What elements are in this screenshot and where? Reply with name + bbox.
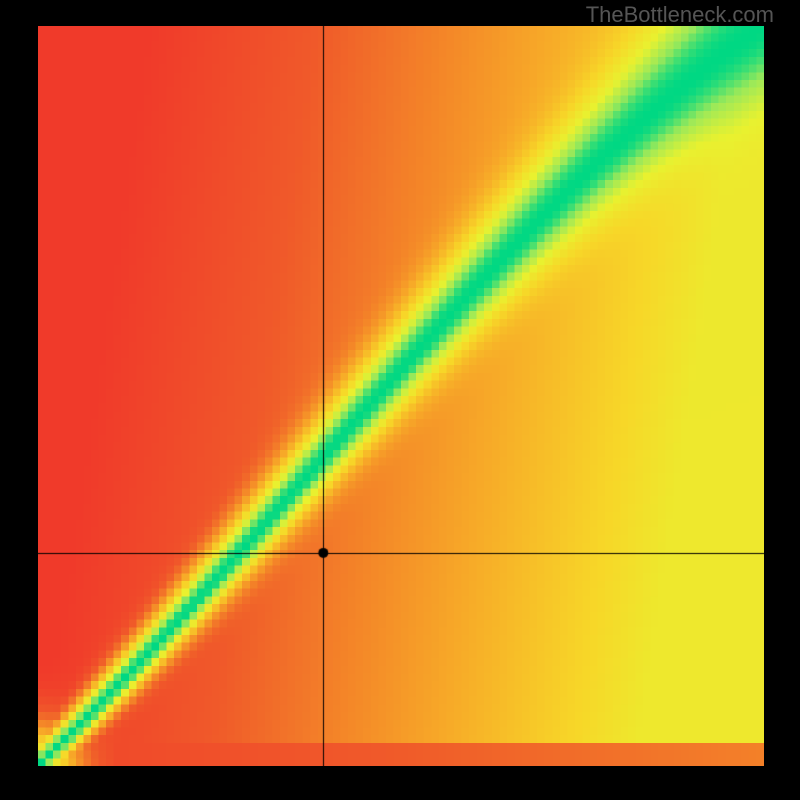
chart-container: TheBottleneck.com xyxy=(0,0,800,800)
bottleneck-heatmap xyxy=(38,26,764,766)
watermark-text: TheBottleneck.com xyxy=(586,2,774,28)
